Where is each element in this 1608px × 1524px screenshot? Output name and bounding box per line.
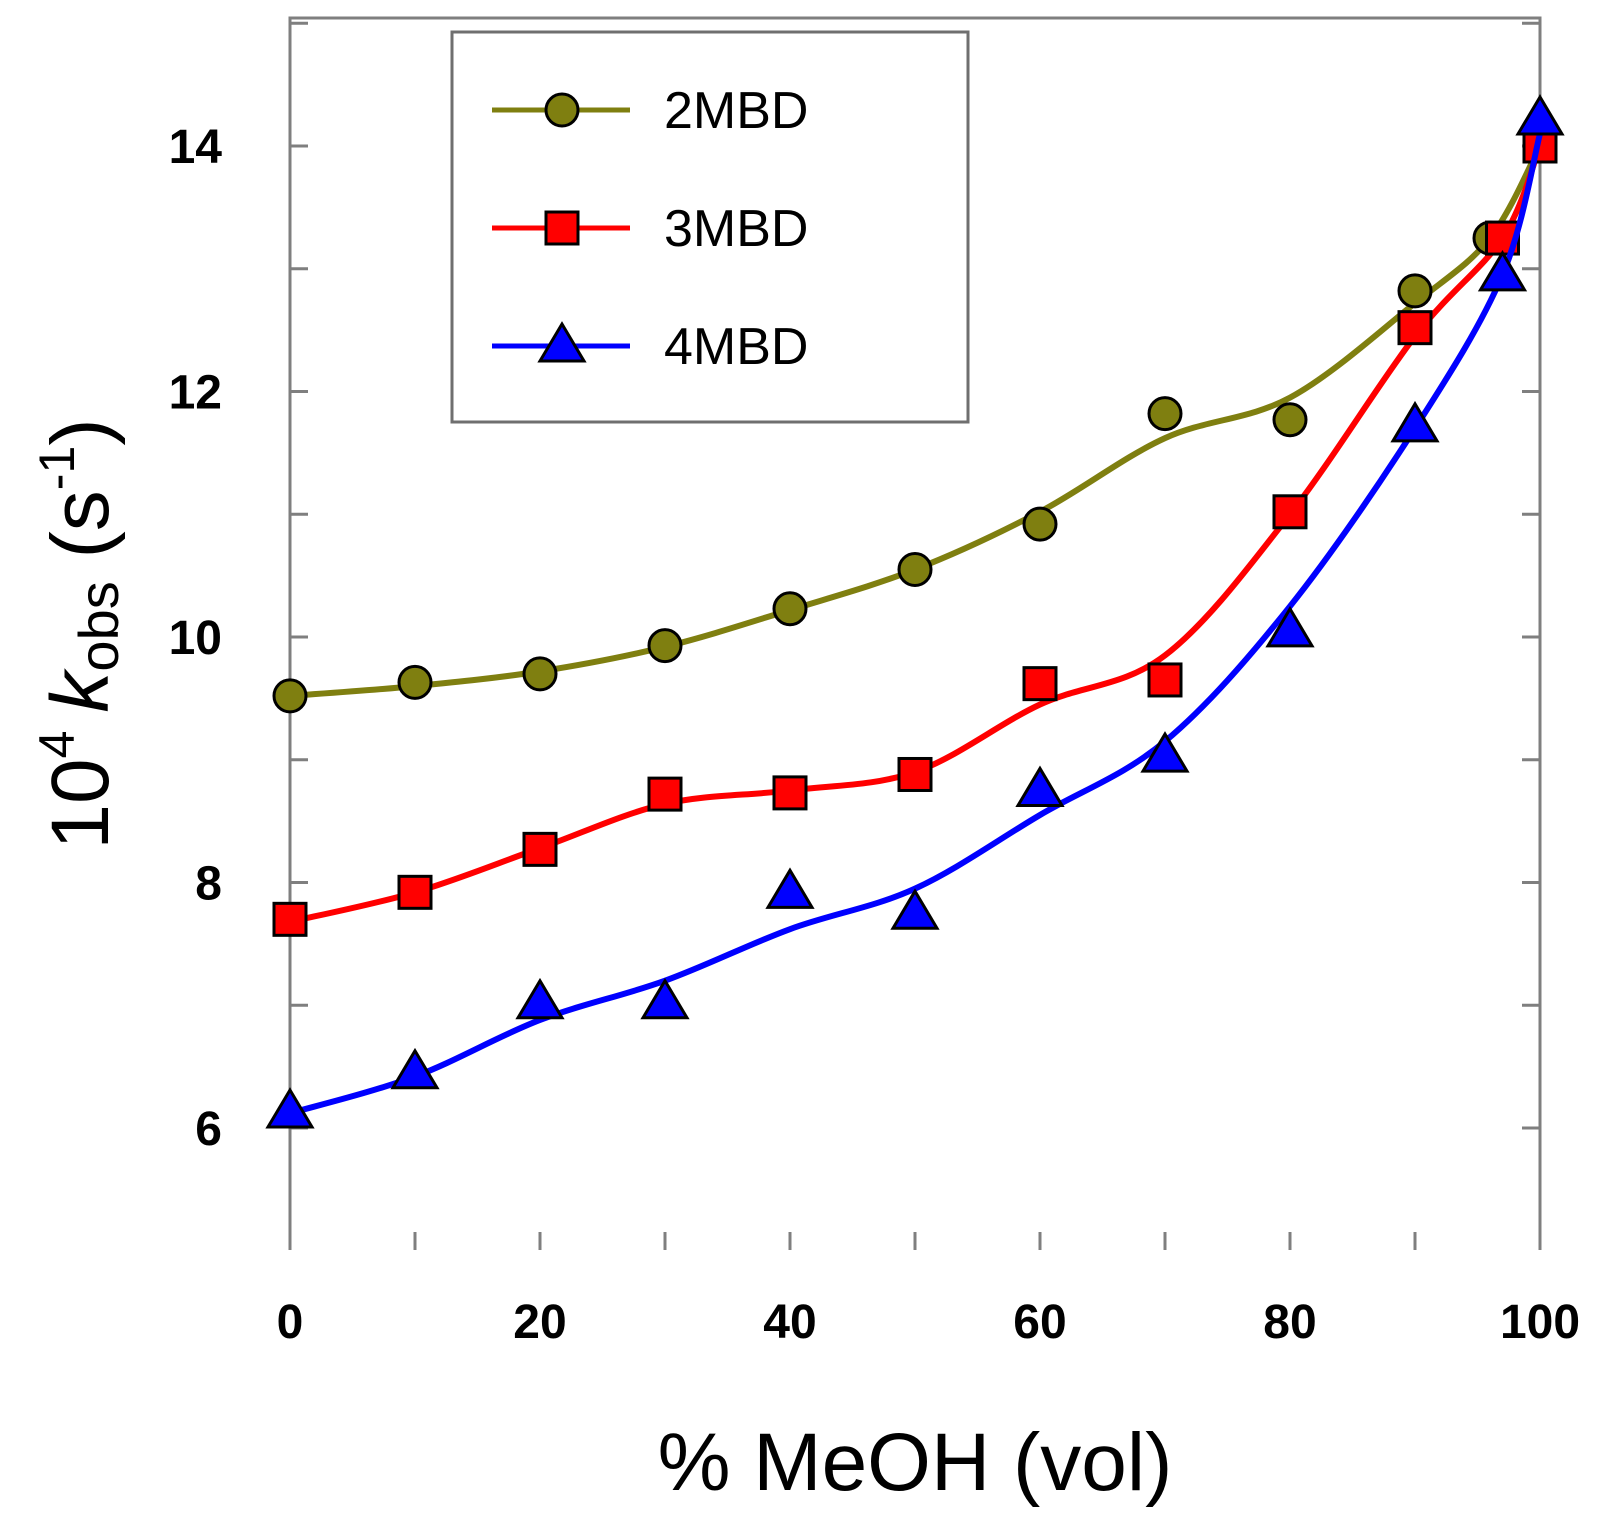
data-point-4MBD [890, 888, 940, 930]
data-point-4MBD [1140, 731, 1190, 773]
data-point-2MBD [1397, 273, 1433, 309]
y-axis-unit-close: ) [35, 418, 126, 445]
y-tick-labels: 6 8 10 12 14 [169, 121, 223, 1156]
data-point-3MBD [397, 874, 433, 910]
y-tick-label: 12 [169, 367, 222, 420]
series-4MBD [265, 94, 1565, 1129]
y-tick-label: 8 [195, 858, 222, 911]
x-tick-label: 20 [513, 1296, 566, 1349]
y-axis-prefix: 10 [35, 758, 126, 849]
data-point-2MBD [772, 591, 808, 627]
data-point-2MBD [1022, 506, 1058, 542]
data-point-3MBD [772, 775, 808, 811]
x-tick-label: 40 [763, 1296, 816, 1349]
data-point-4MBD [1515, 94, 1565, 136]
series-line-4MBD [287, 130, 1543, 1117]
plot-frame [288, 16, 1542, 1250]
legend-items: 2MBD 3MBD 4MBD [492, 82, 808, 376]
data-point-3MBD [1147, 662, 1183, 698]
data-point-2MBD [1147, 396, 1183, 432]
data-point-4MBD [1265, 605, 1315, 648]
data-point-3MBD [522, 831, 558, 867]
legend-label-4MBD: 4MBD [664, 318, 808, 376]
legend-label-2MBD: 2MBD [664, 82, 808, 140]
data-point-2MBD [397, 664, 433, 700]
data-point-4MBD [1015, 765, 1065, 807]
y-tick-label: 10 [169, 612, 222, 665]
data-point-4MBD [640, 977, 690, 1020]
data-point-2MBD [647, 628, 683, 664]
x-tick-label: 0 [277, 1296, 304, 1349]
x-tick-labels: 0 20 40 60 80 100 [277, 1296, 1580, 1349]
data-point-2MBD [522, 656, 558, 692]
data-point-2MBD [1272, 402, 1308, 438]
x-axis-title: % MeOH (vol) [658, 1417, 1173, 1508]
data-point-4MBD [515, 977, 565, 1020]
data-point-3MBD [1022, 666, 1058, 702]
data-point-2MBD [897, 551, 933, 587]
legend-marker-2MBD [544, 92, 580, 128]
data-point-4MBD [765, 867, 815, 909]
series-layer [265, 94, 1565, 1129]
legend-marker-3MBD [544, 210, 580, 246]
data-point-4MBD [265, 1087, 315, 1129]
legend: 2MBD 3MBD 4MBD [450, 30, 970, 424]
y-axis-unit-open: (s [35, 490, 126, 581]
data-point-2MBD [272, 678, 308, 714]
data-point-4MBD [1477, 249, 1528, 292]
y-tick-label: 14 [169, 121, 223, 174]
x-tick-label: 100 [1500, 1296, 1580, 1349]
data-point-3MBD [1272, 494, 1308, 530]
data-point-4MBD [1390, 400, 1440, 443]
data-point-4MBD [390, 1047, 440, 1090]
y-axis-title: 104 kobs (s-1) [29, 418, 130, 849]
data-point-3MBD [1397, 310, 1433, 346]
data-point-3MBD [897, 756, 933, 792]
x-tick-label: 60 [1013, 1296, 1066, 1349]
y-tick-label: 6 [195, 1103, 222, 1156]
legend-label-3MBD: 3MBD [664, 200, 808, 258]
x-tick-label: 80 [1263, 1296, 1316, 1349]
y-axis-prefix-sup: 4 [29, 731, 85, 759]
y-axis-symbol: k [35, 668, 126, 713]
y-axis-symbol-sub: obs [67, 581, 130, 671]
data-point-3MBD [272, 901, 308, 937]
series-3MBD [272, 128, 1558, 937]
data-point-3MBD [647, 776, 683, 812]
x-ticks [288, 1232, 1542, 1250]
legend-marker-4MBD [537, 321, 587, 363]
y-axis-unit-sup: -1 [29, 446, 85, 490]
